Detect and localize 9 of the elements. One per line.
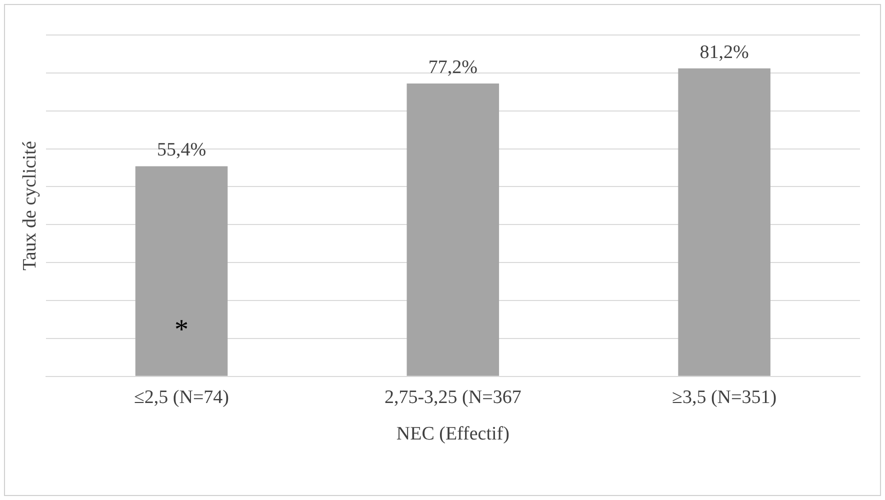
data-label: 81,2% <box>700 42 750 63</box>
y-axis-title: Taux de cyclicité <box>19 140 40 270</box>
data-label: 77,2% <box>428 57 478 78</box>
annotation: * <box>174 314 188 346</box>
x-tick-label: ≤2,5 (N=74) <box>134 386 230 408</box>
data-label: 55,4% <box>156 140 206 161</box>
x-axis-title: NEC (Effectif) <box>396 424 510 445</box>
x-tick-label: ≥3,5 (N=351) <box>672 386 777 408</box>
x-tick-label: 2,75-3,25 (N=367 <box>384 386 522 408</box>
